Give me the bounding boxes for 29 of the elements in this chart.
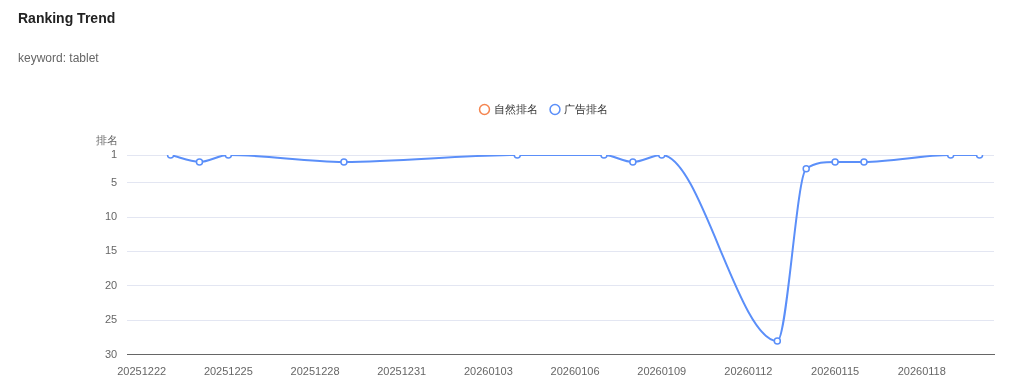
x-tick-label: 20251222 <box>117 365 167 378</box>
chart-subtitle: keyword: tablet <box>18 51 99 65</box>
y-tick-label: 5 <box>111 175 118 188</box>
y-tick-label: 1 <box>111 148 118 161</box>
x-tick-label: 20260106 <box>550 365 600 378</box>
point <box>195 158 204 166</box>
y-tick-label: 20 <box>104 278 118 291</box>
x-tick-label: 20251225 <box>203 365 253 378</box>
x-tick-label: 20260103 <box>463 365 513 378</box>
point <box>860 158 868 166</box>
point <box>802 165 810 173</box>
point <box>773 337 782 345</box>
legend-label: 广告排名 <box>564 102 608 115</box>
x-tick-label: 20260112 <box>724 365 773 378</box>
point <box>629 158 637 166</box>
y-tick-label: 30 <box>104 347 118 360</box>
legend-label: 自然排名 <box>493 102 538 115</box>
point <box>831 158 839 166</box>
x-tick-label: 20251228 <box>290 365 340 378</box>
x-tick-label: 20251231 <box>377 365 427 378</box>
x-tick-label: 20260115 <box>811 365 860 378</box>
y-tick-label: 15 <box>104 244 118 257</box>
y-tick-label: 25 <box>104 313 118 326</box>
y-tick-label: 10 <box>104 210 118 223</box>
x-tick-label: 20260118 <box>897 365 946 378</box>
x-tick-label: 20260109 <box>637 365 687 378</box>
point <box>340 158 348 166</box>
y-axis-title: 排名 <box>96 134 118 148</box>
chart-title: Ranking Trend <box>18 10 116 26</box>
